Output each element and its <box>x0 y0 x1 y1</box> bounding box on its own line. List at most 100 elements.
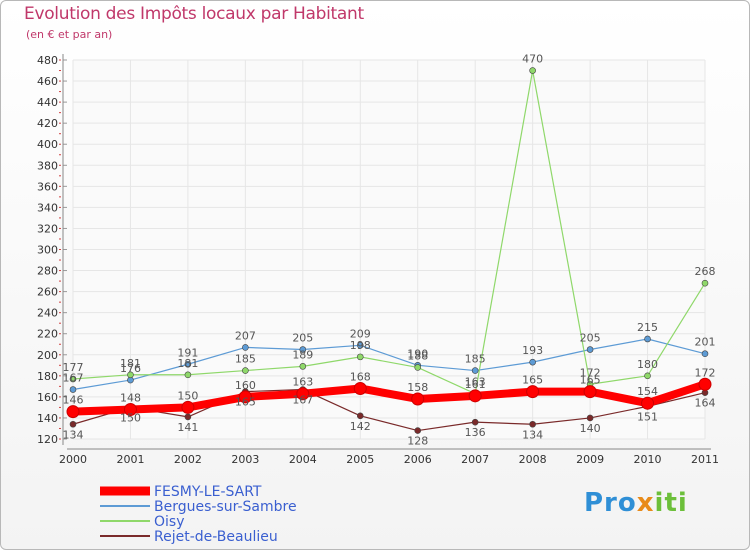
data-label: 165 <box>235 396 256 409</box>
data-point <box>181 400 195 414</box>
data-label: 201 <box>695 336 716 349</box>
data-point <box>529 67 536 74</box>
data-label: 215 <box>637 321 658 334</box>
data-point <box>66 405 80 419</box>
data-point <box>414 364 422 371</box>
data-label: 181 <box>120 357 141 370</box>
data-label: 188 <box>407 349 428 362</box>
data-label: 181 <box>177 357 198 370</box>
data-label: 165 <box>580 374 601 387</box>
data-point <box>701 350 709 358</box>
x-tick-label: 2008 <box>519 453 547 466</box>
y-tick-label: 320 <box>37 222 58 235</box>
data-label: 164 <box>695 397 716 410</box>
data-point <box>644 372 651 380</box>
data-label: 163 <box>465 376 486 389</box>
y-tick-label: 360 <box>37 180 58 193</box>
x-tick-label: 2002 <box>174 453 202 466</box>
data-label: 148 <box>120 392 141 405</box>
x-tick-label: 2006 <box>404 453 432 466</box>
data-label: 140 <box>580 422 601 435</box>
data-label: 167 <box>63 372 84 385</box>
data-label: 168 <box>350 370 371 383</box>
data-point <box>529 420 536 428</box>
y-tick-label: 260 <box>37 286 58 299</box>
data-label: 165 <box>522 374 543 387</box>
data-point <box>356 353 364 361</box>
data-label: 134 <box>63 428 84 441</box>
data-label: 141 <box>177 421 198 434</box>
data-point <box>184 413 192 421</box>
data-point <box>471 367 479 374</box>
data-point <box>583 385 597 399</box>
legend-label: Bergues-sur-Sambre <box>154 499 297 515</box>
data-point <box>698 377 712 391</box>
x-tick-label: 2005 <box>346 453 374 466</box>
data-point <box>468 389 482 403</box>
data-point <box>586 414 594 422</box>
data-label: 134 <box>522 428 543 441</box>
proxiti-logo: Proxiti <box>584 488 688 518</box>
data-point <box>123 403 137 417</box>
data-point <box>184 360 192 368</box>
y-tick-label: 440 <box>37 96 58 109</box>
data-point <box>586 346 594 353</box>
data-label: 158 <box>407 381 428 394</box>
data-point <box>69 420 77 428</box>
y-tick-label: 140 <box>37 412 58 425</box>
y-tick-label: 480 <box>37 54 58 67</box>
data-point <box>701 279 709 287</box>
y-tick-label: 220 <box>37 328 58 341</box>
data-label: 151 <box>637 410 658 423</box>
x-tick-label: 2004 <box>289 453 317 466</box>
y-tick-label: 180 <box>37 370 58 383</box>
data-point <box>353 381 367 395</box>
data-label: 198 <box>350 339 371 352</box>
data-label: 205 <box>292 332 313 345</box>
data-label: 176 <box>120 362 141 375</box>
chart-subtitle: (en € et par an) <box>26 28 113 41</box>
data-point <box>69 386 77 393</box>
data-label: 146 <box>63 394 84 407</box>
series-line <box>72 388 706 432</box>
y-tick-label: 380 <box>37 159 58 172</box>
data-label: 163 <box>292 376 313 389</box>
y-tick-label: 400 <box>37 138 58 151</box>
chart-title: Evolution des Impôts locaux par Habitant <box>24 4 364 24</box>
x-tick-label: 2000 <box>59 453 87 466</box>
data-label: 191 <box>177 346 198 359</box>
data-label: 150 <box>177 389 198 402</box>
data-point <box>296 387 310 401</box>
data-point <box>526 385 540 399</box>
data-point <box>644 335 651 343</box>
data-label: 150 <box>120 411 141 424</box>
data-label: 161 <box>465 378 486 391</box>
data-label: 136 <box>465 426 486 439</box>
y-tick-label: 200 <box>37 349 58 362</box>
data-label: 470 <box>522 53 543 66</box>
x-tick-label: 2011 <box>691 453 719 466</box>
data-point <box>356 342 364 349</box>
y-tick-label: 460 <box>37 75 58 88</box>
data-point <box>411 392 425 406</box>
series-line <box>69 380 709 416</box>
x-tick-label: 2009 <box>576 453 604 466</box>
legend-label: FESMY-LE-SART <box>154 484 262 500</box>
logo-part-c: iti <box>654 488 688 518</box>
legend-label: Rejet-de-Beaulieu <box>154 529 278 545</box>
x-tick-label: 2010 <box>634 453 662 466</box>
data-point <box>356 412 364 420</box>
data-label: 128 <box>407 435 428 448</box>
data-label: 268 <box>695 265 716 278</box>
y-tick-label: 280 <box>37 265 58 278</box>
data-label: 172 <box>695 366 716 379</box>
data-label: 207 <box>235 329 256 342</box>
data-label: 172 <box>580 366 601 379</box>
series-line <box>72 338 706 391</box>
y-tick-label: 420 <box>37 117 58 130</box>
y-tick-label: 160 <box>37 391 58 404</box>
legend-label: Oisy <box>154 514 185 530</box>
y-tick-label: 300 <box>37 244 58 257</box>
series-line <box>72 69 706 395</box>
data-point <box>242 367 249 374</box>
